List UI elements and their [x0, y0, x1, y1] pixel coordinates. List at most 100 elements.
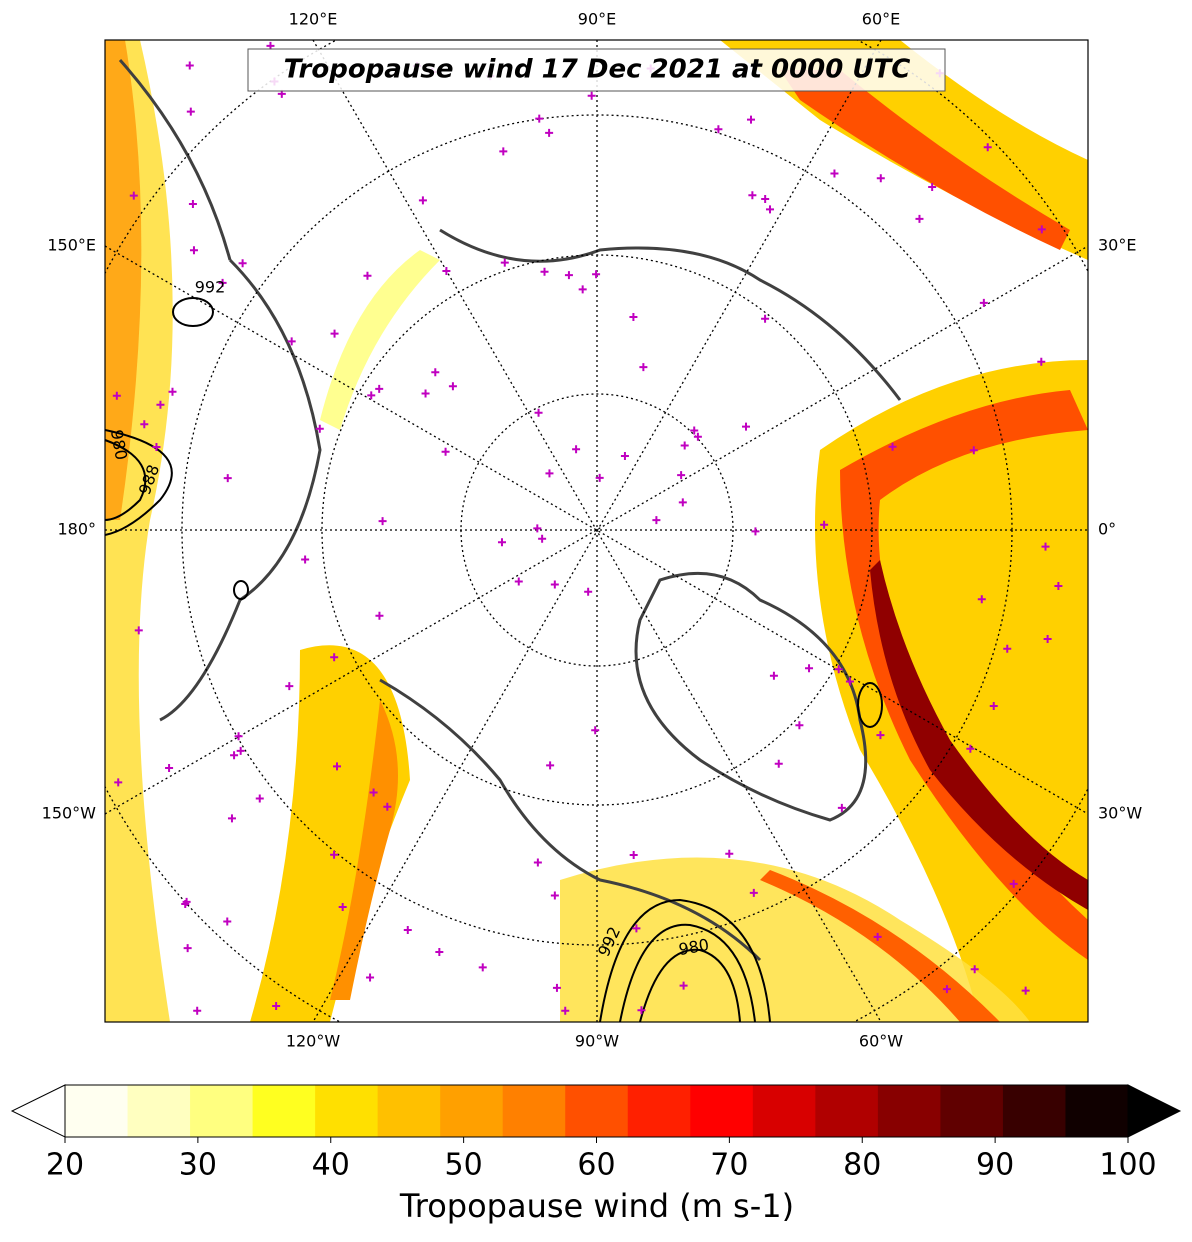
- station-marker: [595, 473, 604, 482]
- station-marker: [680, 441, 689, 450]
- station-marker: [545, 469, 554, 478]
- station-marker: [140, 420, 149, 429]
- lon-label: 120°W: [286, 1032, 341, 1051]
- colorbar-segment: [565, 1085, 629, 1137]
- station-marker: [834, 665, 843, 674]
- station-marker: [761, 314, 770, 323]
- station-marker: [538, 534, 547, 543]
- coastline: [634, 571, 868, 822]
- colorbar-segment: [65, 1085, 129, 1137]
- meridian: [105, 245, 1088, 815]
- station-marker: [545, 128, 554, 137]
- lat-label: 150°W: [42, 804, 97, 823]
- station-marker: [330, 850, 339, 859]
- station-marker: [435, 948, 444, 957]
- station-marker: [431, 368, 440, 377]
- station-marker: [112, 391, 121, 400]
- station-marker: [156, 400, 165, 409]
- lat-label: 180°: [57, 520, 96, 539]
- colorbar-tick-label: 40: [312, 1148, 350, 1183]
- station-marker: [366, 973, 375, 982]
- colorbar-segment: [627, 1085, 691, 1137]
- colorbar-tick-label: 60: [577, 1148, 615, 1183]
- station-marker: [989, 701, 998, 710]
- station-marker: [442, 266, 451, 275]
- coastline: [159, 258, 322, 722]
- station-marker: [928, 182, 937, 191]
- wind-area: [560, 857, 1030, 1022]
- station-marker: [1054, 582, 1063, 591]
- station-marker: [837, 803, 846, 812]
- station-marker: [1009, 879, 1018, 888]
- station-marker: [966, 744, 975, 753]
- station-marker: [915, 214, 924, 223]
- coastline: [439, 228, 902, 401]
- station-marker: [693, 432, 702, 441]
- lon-label: 60°E: [862, 10, 900, 29]
- station-marker: [637, 1006, 646, 1015]
- station-marker: [774, 759, 783, 768]
- station-marker: [690, 426, 699, 435]
- coastlines: [118, 59, 902, 962]
- station-marker: [378, 517, 387, 526]
- station-marker: [969, 446, 978, 455]
- station-marker: [679, 981, 688, 990]
- colorbar-extend-low: [10, 1084, 66, 1138]
- contour: [105, 429, 173, 536]
- colorbar-segment: [127, 1085, 191, 1137]
- station-marker: [189, 246, 198, 255]
- contour: [857, 682, 883, 728]
- station-marker: [587, 91, 596, 100]
- station-marker: [876, 174, 885, 183]
- colorbar-label: Tropopause wind (m s-1): [399, 1187, 794, 1225]
- station-marker: [193, 1006, 202, 1015]
- station-marker: [535, 114, 544, 123]
- station-marker: [873, 932, 882, 941]
- lat-label: 30°E: [1098, 236, 1136, 255]
- station-marker: [114, 778, 123, 787]
- station-marker: [761, 195, 770, 204]
- station-marker: [383, 802, 392, 811]
- station-marker: [367, 391, 376, 400]
- station-marker: [546, 761, 555, 770]
- coastline: [379, 678, 762, 962]
- station-marker: [183, 944, 192, 953]
- station-marker: [448, 382, 457, 391]
- colorbar-tick-label: 20: [46, 1148, 84, 1183]
- meridian: [105, 245, 1088, 815]
- station-marker: [845, 677, 854, 686]
- station-marker: [591, 726, 600, 735]
- station-marker: [550, 580, 559, 589]
- station-marker: [441, 447, 450, 456]
- station-marker: [979, 298, 988, 307]
- station-marker: [765, 205, 774, 214]
- colorbar-tick-label: 50: [445, 1148, 483, 1183]
- station-marker: [629, 850, 638, 859]
- station-marker: [747, 115, 756, 124]
- colorbar-segment: [877, 1085, 941, 1137]
- station-marker: [1043, 634, 1052, 643]
- station-marker: [129, 191, 138, 200]
- station-marker: [188, 200, 197, 209]
- station-marker: [552, 983, 561, 992]
- station-marker: [234, 732, 243, 741]
- station-marker: [584, 587, 593, 596]
- station-marker: [168, 387, 177, 396]
- colorbar-segment: [1065, 1085, 1129, 1137]
- station-marker: [983, 143, 992, 152]
- station-marker: [629, 313, 638, 322]
- map-title: Tropopause wind 17 Dec 2021 at 0000 UTC: [284, 55, 911, 85]
- station-marker: [165, 764, 174, 773]
- colorbar-tick-label: 90: [976, 1148, 1014, 1183]
- station-marker: [677, 471, 686, 480]
- station-marker: [564, 271, 573, 280]
- coastline: [118, 59, 232, 261]
- wind-area: [330, 700, 398, 1000]
- station-marker: [375, 384, 384, 393]
- lon-label: 60°W: [859, 1032, 903, 1051]
- station-marker: [742, 422, 751, 431]
- contour: [233, 580, 249, 600]
- station-marker: [652, 516, 661, 525]
- station-marker: [769, 671, 778, 680]
